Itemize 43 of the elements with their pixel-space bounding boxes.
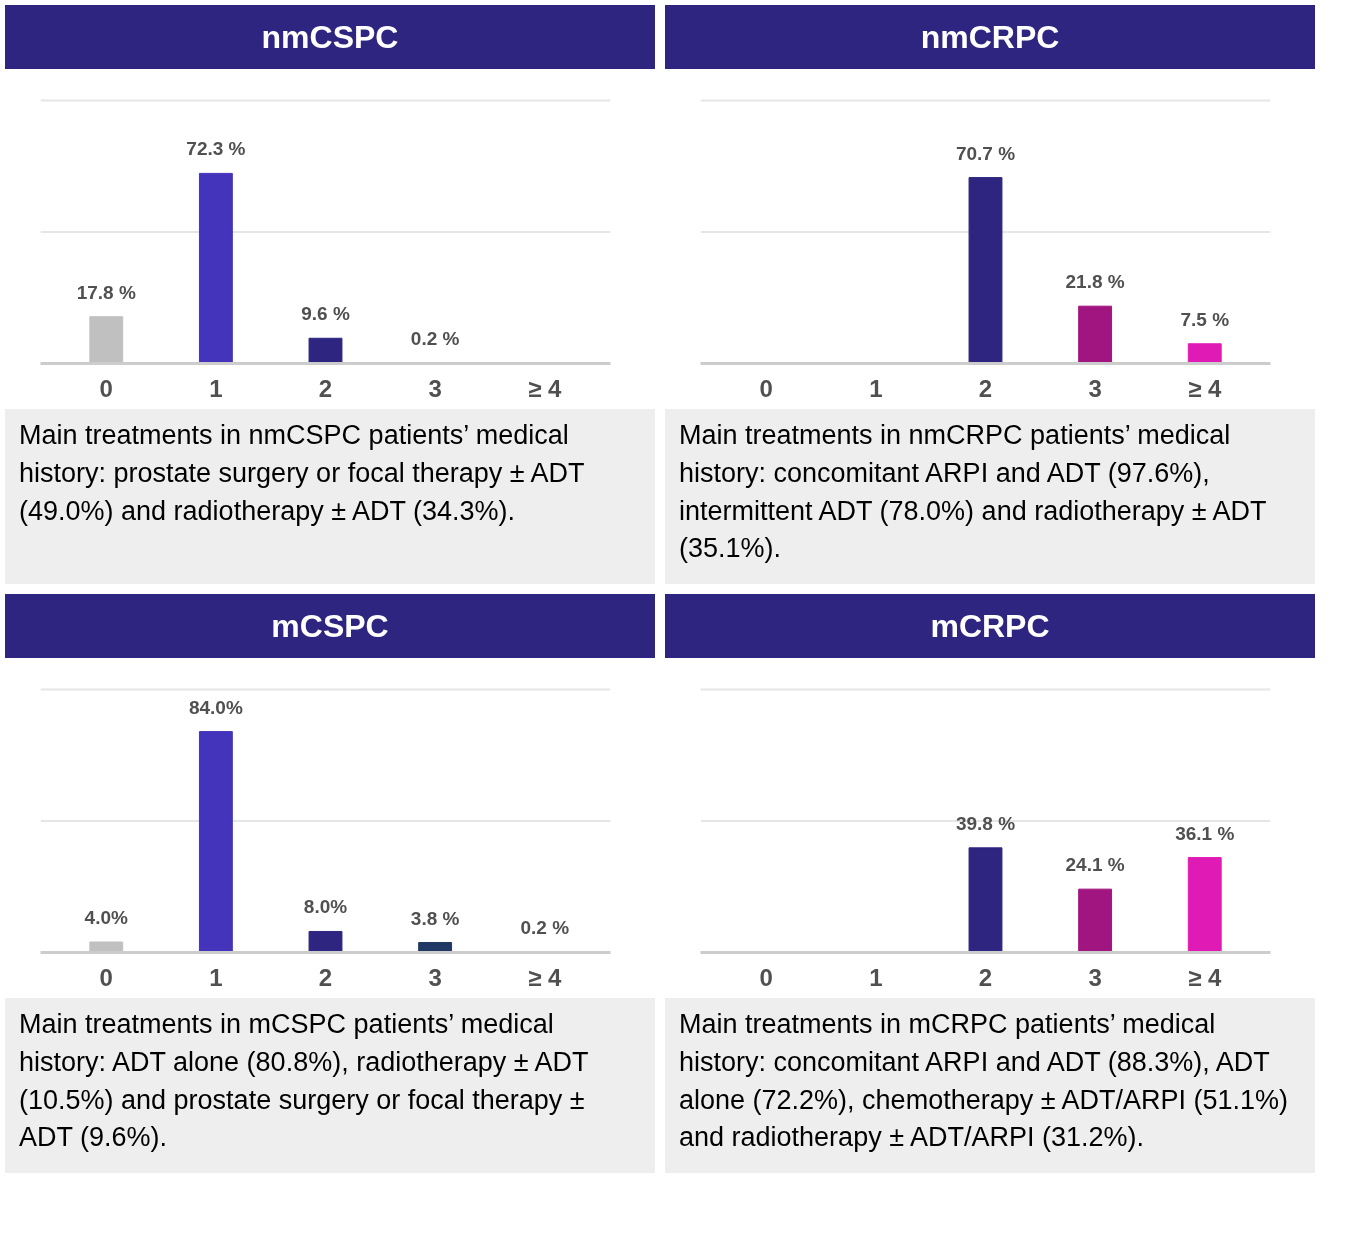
text: Main treatments in mCRPC patients’ medical history: concomitant ARPI and ADT (88.3%), ADT alone (72.2%), chemotherapy ± ADT/ARPI (51.1%) and radiotherapy ± ADT/ARPI (31.2%). [679, 1008, 1290, 1155]
x-tick-label: 2 [978, 374, 993, 402]
data-label: 36.1 % [1175, 822, 1235, 844]
x-tick-label: ≥ 4 [528, 374, 562, 402]
data-label: 24.1 % [1065, 854, 1125, 876]
chart-title: nmCSPC [261, 18, 399, 57]
x-tick-label: 3 [428, 963, 442, 991]
x-tick-label: 1 [869, 374, 883, 402]
data-label: 84.0% [188, 696, 243, 718]
x-tick-label: ≥ 4 [528, 963, 562, 991]
data-label: 0.2 % [520, 916, 570, 938]
data-label: 8.0% [303, 896, 348, 918]
x-tick-label: 3 [1088, 963, 1102, 991]
x-tick-label: 1 [869, 963, 883, 991]
data-label: 21.8 % [1065, 271, 1125, 293]
data-label: 72.3 % [186, 138, 246, 160]
data-label: 39.8 % [955, 812, 1016, 834]
x-tick-label: 1 [209, 963, 223, 991]
data-label: 4.0% [84, 906, 129, 928]
text: Main treatments in nmCSPC patients’ medical history: prostate surgery or focal therapy ± ADT (49.0%) and radiotherapy ± ADT (34.3%). [19, 419, 586, 528]
chart-title: nmCRPC [920, 18, 1060, 57]
x-tick-label: 3 [1088, 374, 1102, 402]
data-label: 9.6 % [301, 303, 350, 325]
data-label: 3.8 % [410, 907, 460, 929]
data-label: 0.2 % [410, 327, 460, 349]
x-tick-label: 2 [318, 374, 333, 402]
text: Main treatments in mCSPC patients’ medical history: ADT alone (80.8%), radiotherapy ± ADT (10.5%) and prostate surgery or focal therapy ± ADT (9.6%). [19, 1008, 590, 1155]
x-tick-label: 1 [209, 374, 223, 402]
x-tick-label: 2 [978, 963, 993, 991]
data-label: 7.5 % [1180, 308, 1230, 330]
x-tick-label: 0 [99, 374, 113, 402]
x-tick-label: ≥ 4 [1188, 374, 1222, 402]
chart-title: mCRPC [930, 607, 1050, 646]
x-tick-label: 3 [428, 374, 442, 402]
data-label: 17.8 % [76, 281, 136, 303]
text: Main treatments in nmCRPC patients’ medical history: concomitant ARPI and ADT (97.6%), intermittent ADT (78.0%) and radiotherapy ± ADT (35.1%). [679, 419, 1268, 566]
x-tick-label: 0 [99, 963, 113, 991]
x-tick-label: 0 [759, 963, 773, 991]
chart-title: mCSPC [271, 607, 389, 646]
data-label: 70.7 % [955, 142, 1016, 164]
x-tick-label: 0 [759, 374, 773, 402]
x-tick-label: 2 [318, 963, 333, 991]
x-tick-label: ≥ 4 [1188, 963, 1222, 991]
